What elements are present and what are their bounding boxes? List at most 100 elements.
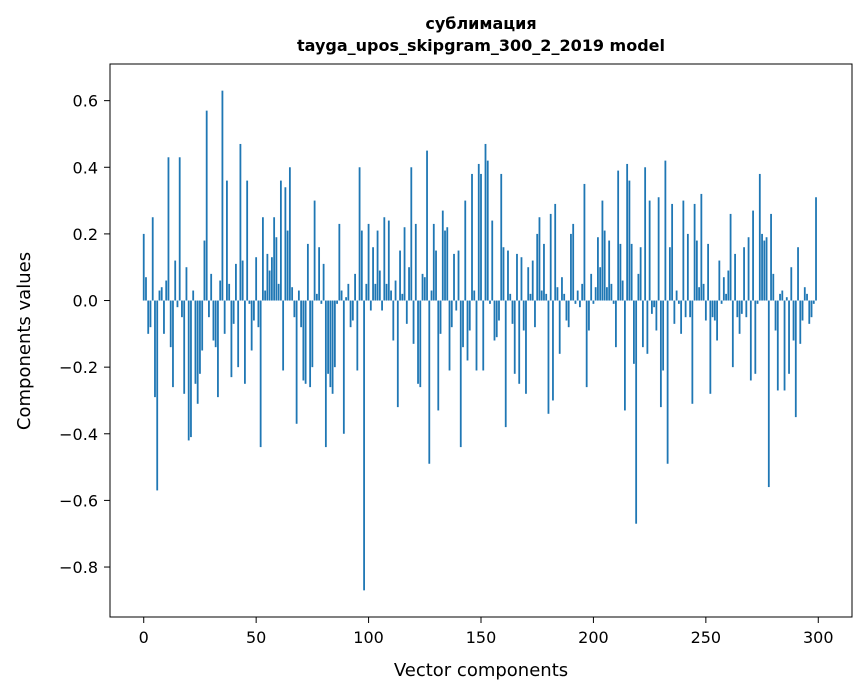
bar [356, 300, 359, 371]
bar [684, 300, 687, 318]
bar [498, 300, 500, 321]
bar [570, 233, 572, 301]
bar [286, 230, 289, 301]
bar [770, 213, 772, 301]
bar [534, 300, 536, 328]
bar [255, 257, 258, 301]
bar [646, 300, 649, 354]
bar [266, 253, 269, 301]
bar [785, 297, 788, 301]
x-axis-label: Vector components [394, 660, 568, 681]
bar [558, 300, 561, 354]
bar [576, 290, 579, 301]
bar [516, 253, 518, 301]
bar [603, 230, 606, 301]
bar [747, 237, 750, 301]
bar [360, 230, 363, 301]
bar [311, 300, 314, 368]
bar [194, 300, 197, 384]
bar [147, 300, 150, 334]
bar [680, 300, 683, 334]
bar [482, 300, 485, 371]
bar [253, 300, 255, 321]
bar [489, 300, 491, 304]
bar [372, 247, 374, 301]
x-tick-label: 250 [691, 628, 722, 647]
bar [752, 210, 754, 301]
bar [396, 300, 399, 408]
bar [412, 300, 415, 344]
bar [531, 260, 534, 301]
bar [300, 300, 303, 328]
bar [583, 183, 586, 301]
bar [734, 253, 736, 301]
bar [428, 300, 431, 464]
bar [588, 300, 590, 331]
bar [801, 300, 804, 321]
bar [754, 300, 757, 374]
bar [765, 237, 768, 301]
bar [763, 240, 766, 301]
bar [720, 300, 723, 304]
bar [659, 300, 662, 408]
bar [610, 283, 613, 301]
bar [743, 247, 745, 301]
bar [466, 300, 469, 361]
bar [729, 213, 732, 301]
bar [686, 233, 689, 301]
bar [399, 250, 401, 301]
x-tick-label: 300 [803, 628, 834, 647]
bar [491, 220, 494, 301]
bar [446, 227, 449, 301]
bar [401, 293, 404, 301]
y-tick-label: −0.8 [59, 558, 98, 577]
bar [347, 283, 350, 301]
bar [538, 217, 541, 301]
bar [493, 300, 496, 341]
bar [205, 110, 208, 301]
bar [561, 277, 563, 301]
bar [192, 290, 195, 301]
bar [432, 223, 435, 301]
bar [221, 90, 224, 301]
bar [322, 263, 325, 301]
bar [594, 287, 597, 301]
bar [639, 247, 642, 301]
bar [644, 167, 647, 301]
bar [318, 247, 321, 301]
bar [619, 243, 622, 301]
bar [196, 300, 199, 404]
bar [342, 300, 345, 434]
plot-frame [109, 63, 853, 618]
bar [232, 300, 235, 324]
bar [758, 173, 761, 301]
bar [444, 230, 446, 301]
bar [293, 300, 296, 318]
y-axis-ticks: −0.8 −0.6 −0.4 −0.2 0.0 0.2 0.4 0.6 [59, 92, 110, 577]
bar [257, 300, 260, 328]
bar [772, 273, 775, 301]
bar [176, 300, 179, 308]
bar [304, 300, 307, 384]
bar [761, 233, 763, 301]
bar [219, 280, 222, 301]
bar [387, 220, 390, 301]
bar [275, 237, 278, 301]
bar [345, 297, 347, 301]
bar [264, 290, 267, 301]
x-tick-label: 100 [353, 628, 384, 647]
y-tick-label: 0.2 [73, 225, 98, 244]
bar [471, 173, 473, 301]
bar [367, 223, 370, 301]
bar [268, 270, 271, 301]
bar [190, 300, 192, 438]
bar [450, 300, 453, 328]
bar [383, 217, 386, 301]
bar [381, 300, 383, 311]
bar [677, 300, 680, 304]
bar [419, 300, 422, 388]
chart-title: сублимация [425, 14, 536, 33]
bar [527, 267, 530, 301]
bar [673, 300, 676, 324]
bar [513, 300, 516, 374]
